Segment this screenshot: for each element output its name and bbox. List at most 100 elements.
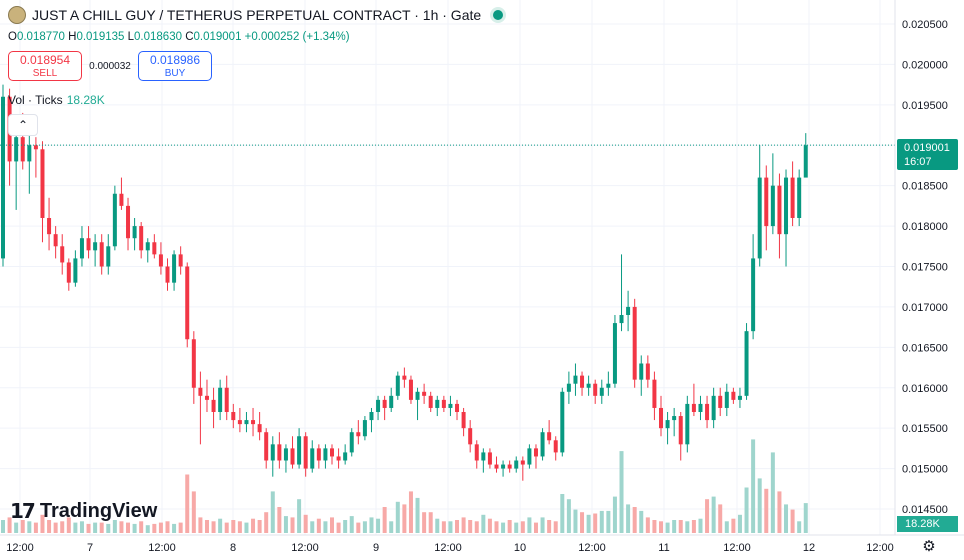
- volume-bar: [501, 522, 506, 533]
- candle-body: [112, 193, 117, 247]
- candle-body: [145, 242, 150, 251]
- volume-bar: [415, 497, 420, 533]
- y-tick-label: 0.017000: [902, 302, 948, 314]
- volume-bar: [53, 522, 58, 533]
- candle: [632, 298, 637, 388]
- volume-bar: [705, 499, 710, 533]
- candle-body: [362, 420, 367, 437]
- candle-body: [349, 432, 354, 453]
- x-tick-label: 8: [230, 542, 236, 554]
- candle-body: [343, 452, 348, 461]
- candle: [211, 387, 216, 429]
- candle: [316, 444, 321, 469]
- candle-body: [330, 448, 334, 457]
- volume-bar: [718, 504, 723, 533]
- candle-body: [231, 412, 236, 421]
- y-tick-label: 0.016000: [902, 383, 948, 395]
- time-axis[interactable]: 12:00 7 12:00 8 12:00 9 12:00 10 12:00 11 12:00 12 1…: [6, 542, 894, 554]
- candle: [705, 395, 710, 429]
- sell-button[interactable]: 0.018954 SELL: [8, 51, 82, 81]
- candle: [580, 371, 585, 396]
- candle-body: [99, 242, 104, 267]
- volume-bar: [533, 522, 538, 533]
- volume-bar: [632, 507, 637, 533]
- candle: [66, 258, 71, 291]
- volume-legend[interactable]: Vol · Ticks 18.28K: [8, 93, 105, 107]
- price-axis[interactable]: 0.0205000.0200000.0195000.0190000.018500…: [902, 19, 948, 516]
- volume-bar: [376, 518, 381, 533]
- candle-body: [737, 395, 742, 400]
- volume-bar: [191, 491, 196, 533]
- candle: [139, 222, 144, 259]
- volume-bar: [1, 520, 5, 533]
- candle-body: [797, 177, 802, 218]
- buy-button[interactable]: 0.018986 BUY: [138, 51, 212, 81]
- candle-body: [777, 185, 782, 235]
- candle: [60, 234, 65, 275]
- candle: [520, 456, 525, 481]
- volume-bar: [297, 499, 302, 533]
- volume-bar: [330, 517, 334, 533]
- volume-bar: [560, 494, 565, 533]
- candle-body: [441, 399, 446, 408]
- candle-body: [336, 456, 341, 461]
- candle: [178, 246, 183, 275]
- candle-body: [119, 193, 124, 206]
- candle: [757, 145, 762, 267]
- candle: [501, 460, 506, 477]
- bar-countdown: 16:07: [904, 156, 932, 168]
- candle-body: [257, 424, 262, 433]
- ohlc-change: +0.000252 (+1.34%): [244, 31, 350, 43]
- symbol-title[interactable]: JUST A CHILL GUY / TETHERUS PERPETUAL CO…: [32, 7, 482, 23]
- volume-bar: [343, 520, 348, 533]
- volume-bar: [310, 521, 315, 533]
- candle-body: [718, 395, 723, 408]
- volume-bar: [685, 521, 690, 533]
- candle-body: [494, 464, 499, 469]
- volume-bar: [204, 520, 209, 533]
- volume-bar: [139, 521, 144, 533]
- candle-body: [803, 145, 808, 178]
- y-tick-label: 0.018000: [902, 221, 948, 233]
- candle: [797, 169, 802, 227]
- volume-bar: [66, 517, 71, 533]
- volume-bar: [244, 522, 249, 533]
- candle-body: [566, 383, 571, 392]
- candle-body: [606, 383, 611, 388]
- candle: [566, 371, 571, 404]
- collapse-legend-button[interactable]: ⌃: [8, 114, 38, 136]
- candle-body: [685, 403, 690, 445]
- candle-body: [126, 205, 131, 239]
- candle: [244, 412, 249, 433]
- candle-body: [73, 258, 78, 283]
- volume-bar: [277, 507, 282, 533]
- candle-body: [270, 444, 275, 461]
- candle-body: [593, 383, 598, 396]
- x-tick-label: 12: [803, 542, 815, 554]
- candle-body: [790, 177, 795, 218]
- candle-body: [303, 436, 308, 469]
- candle-body: [198, 387, 203, 396]
- volume-bar: [770, 452, 775, 533]
- sell-price: 0.018954: [19, 53, 71, 67]
- volume-bar: [408, 491, 413, 533]
- candle: [777, 173, 782, 259]
- candle: [790, 161, 795, 227]
- candle: [277, 432, 282, 469]
- volume-bar: [40, 514, 45, 533]
- volume-bar: [165, 521, 170, 533]
- candle-body: [507, 464, 512, 469]
- settings-gear-icon[interactable]: ⚙: [922, 538, 936, 555]
- volume-bar: [461, 517, 466, 533]
- candle: [106, 234, 111, 275]
- volume-bar: [290, 517, 295, 533]
- volume-bar: [389, 521, 394, 533]
- candle-body: [705, 403, 710, 421]
- volume-bar: [507, 520, 512, 533]
- volume-bar: [573, 509, 578, 533]
- candle-body: [540, 432, 545, 457]
- tradingview-logo[interactable]: 17 TradingView: [10, 499, 157, 523]
- candle-body: [573, 375, 578, 384]
- candle-body: [178, 254, 183, 267]
